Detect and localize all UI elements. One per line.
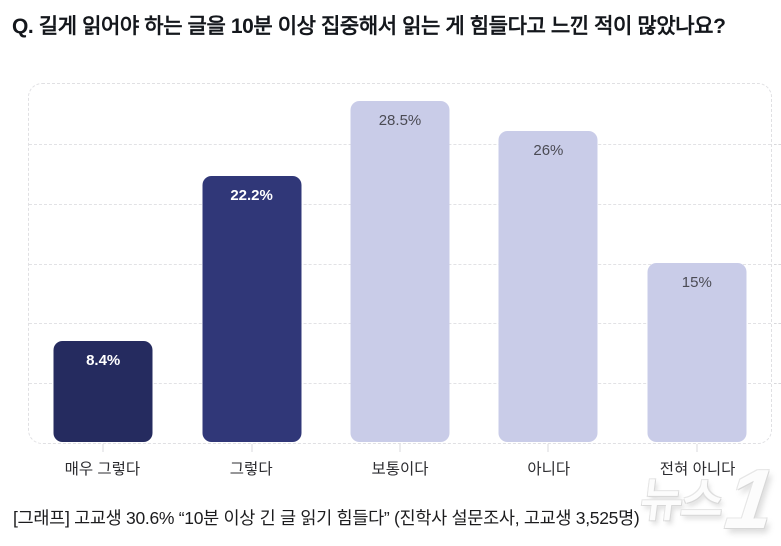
- bar-value-label: 26%: [533, 141, 564, 159]
- x-axis-tick: [399, 444, 401, 452]
- y-axis-tick: [774, 383, 781, 385]
- y-axis-tick: [774, 203, 781, 205]
- bar-value-label: 22.2%: [230, 187, 273, 205]
- source-caption: [그래프] 고교생 30.6% “10분 이상 긴 글 읽기 힘들다” (진학사…: [13, 508, 640, 528]
- bar-value-label: 8.4%: [86, 352, 121, 370]
- y-axis-tick: [774, 263, 781, 265]
- chart-bar: 15%: [647, 262, 747, 442]
- chart-bar: 28.5%: [350, 100, 450, 442]
- bar-chart-plot-area: 8.4% 22.2% 28.5% 26% 15%: [28, 83, 781, 452]
- bar-value-label: 28.5%: [378, 111, 422, 129]
- watermark-text: 뉴스: [637, 474, 725, 526]
- chart-bar: 26%: [498, 130, 598, 442]
- x-axis-tick: [547, 444, 549, 452]
- x-axis-label: 보통이다: [371, 461, 429, 478]
- chart-bar: 8.4%: [53, 341, 153, 442]
- x-axis-label: 전혀 아니다: [659, 461, 736, 478]
- x-axis-label: 아니다: [527, 461, 571, 478]
- x-axis-labels: 매우 그렇다 그렇다 보통이다 아니다 전혀 아니다: [28, 457, 772, 479]
- y-axis-tick: [774, 323, 781, 325]
- x-axis-tick: [251, 444, 253, 452]
- chart-title: Q. 길게 읽어야 하는 글을 10분 이상 집중해서 읽는 게 힘들다고 느낀…: [12, 15, 726, 38]
- y-axis-tick: [774, 143, 781, 145]
- x-axis-label: 그렇다: [229, 461, 273, 478]
- x-axis-tick: [696, 444, 698, 452]
- x-axis-tick: [102, 444, 104, 452]
- bar-value-label: 15%: [681, 273, 712, 291]
- chart-bar: 22.2%: [202, 176, 302, 442]
- x-axis-label: 매우 그렇다: [64, 461, 141, 478]
